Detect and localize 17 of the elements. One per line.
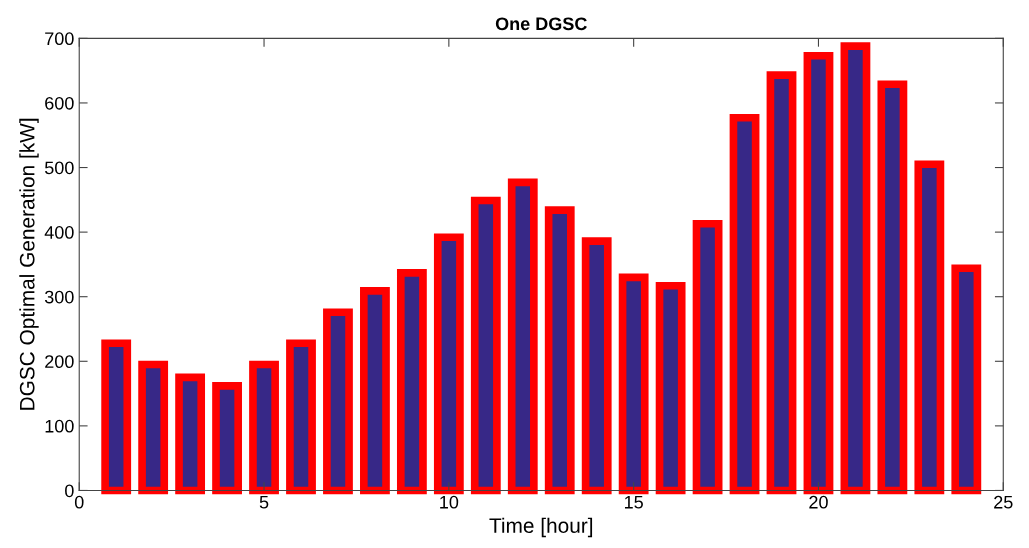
x-tick-label: 0: [74, 495, 84, 509]
y-tick-label: 200: [45, 355, 74, 369]
y-axis-title: DGSC Optimal Generation [kW]: [19, 118, 39, 410]
x-tick-label: 25: [994, 495, 1013, 509]
y-tick-label: 100: [45, 419, 74, 433]
x-tick-label: 10: [440, 495, 459, 509]
x-tick-label: 5: [259, 495, 269, 509]
y-tick-label: 400: [44, 226, 74, 239]
y-tick-label: 700: [45, 32, 74, 46]
chart-title: One DGSC: [495, 17, 587, 31]
y-tick-label: 0: [65, 484, 74, 498]
x-tick-label: 15: [624, 495, 643, 509]
x-tick-label: 20: [809, 495, 828, 509]
x-axis-title: Time [hour]: [489, 517, 593, 538]
y-tick-label: 300: [44, 290, 74, 304]
y-tick-label: 600: [45, 96, 74, 110]
y-tick-label: 500: [44, 161, 74, 175]
